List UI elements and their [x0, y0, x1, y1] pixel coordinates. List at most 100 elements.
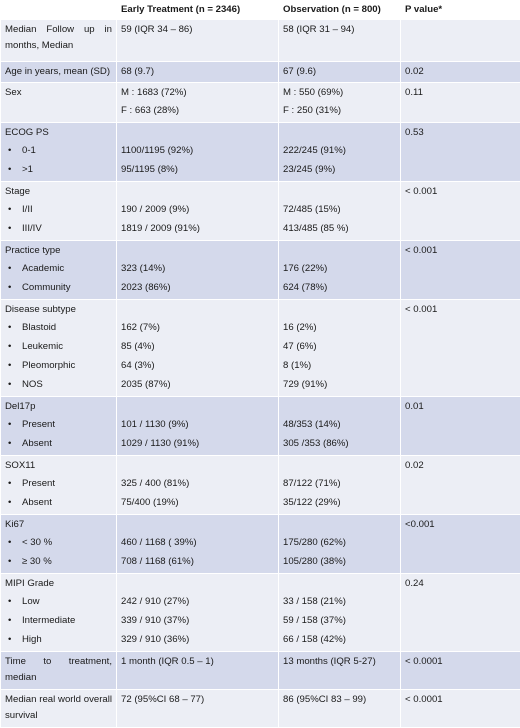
row-label-line: Median Follow up in — [5, 22, 112, 38]
p-value-cell: 0.24 — [401, 574, 520, 652]
bullet-icon: • — [5, 611, 22, 630]
observation-cell: 222/245 (91%)23/245 (9%) — [279, 123, 401, 182]
subgroup-line: •Academic — [5, 259, 112, 278]
subgroup-label: Blastoid — [22, 318, 56, 337]
spacer — [121, 399, 274, 415]
subgroup-line: •0-1 — [5, 141, 112, 160]
p-value: 0.02 — [405, 460, 424, 471]
p-value: 0.02 — [405, 66, 424, 77]
subgroup-label: Low — [22, 592, 40, 611]
bullet-icon: • — [5, 160, 22, 179]
subgroup-label: >1 — [22, 160, 33, 179]
row-label: Del17p — [5, 399, 112, 415]
spacer — [283, 243, 396, 259]
subgroup-line: •Present — [5, 474, 112, 493]
observation-value: 105/280 (38%) — [283, 552, 396, 571]
subgroup-line: •I/II — [5, 200, 112, 219]
p-value-cell: < 0.001 — [401, 300, 520, 397]
observation-value: 47 (6%) — [283, 337, 396, 356]
early-treatment-value: 325 / 400 (81%) — [121, 474, 274, 493]
bullet-icon: • — [5, 474, 22, 493]
spacer — [121, 517, 274, 533]
row-label-cell: Age in years, mean (SD) — [1, 62, 117, 83]
observation-value: 35/122 (29%) — [283, 493, 396, 512]
observation-cell: M : 550 (69%)F : 250 (31%) — [279, 83, 401, 123]
early-treatment-value: 162 (7%) — [121, 318, 274, 337]
observation-value: M : 550 (69%) — [283, 85, 396, 101]
spacer — [283, 125, 396, 141]
p-value: 0.53 — [405, 127, 424, 138]
row-label-line: Median real world overall — [5, 692, 112, 708]
early-treatment-value: 64 (3%) — [121, 356, 274, 375]
observation-value: 33 / 158 (21%) — [283, 592, 396, 611]
bullet-icon: • — [5, 219, 22, 238]
spacer — [121, 302, 274, 318]
p-value-cell: < 0.0001 — [401, 690, 520, 728]
early-treatment-value: M : 1683 (72%) — [121, 85, 274, 101]
observation-value: 624 (78%) — [283, 278, 396, 297]
bullet-icon: • — [5, 337, 22, 356]
observation-cell: 13 months (IQR 5-27) — [279, 652, 401, 690]
early-treatment-value: 1819 / 2009 (91%) — [121, 219, 274, 238]
p-value-cell: < 0.001 — [401, 241, 520, 300]
observation-value: 16 (2%) — [283, 318, 396, 337]
subgroup-line: •NOS — [5, 375, 112, 394]
bullet-icon: • — [5, 630, 22, 649]
table-header-row: Early Treatment (n = 2346) Observation (… — [1, 1, 520, 20]
observation-cell: 87/122 (71%)35/122 (29%) — [279, 456, 401, 515]
early-treatment-value: 68 (9.7) — [121, 66, 154, 77]
header-cell-p-value: P value* — [401, 1, 520, 20]
subgroup-label: Academic — [22, 259, 64, 278]
spacer — [121, 125, 274, 141]
subgroup-label: Absent — [22, 493, 52, 512]
row-label-line: median — [5, 672, 36, 683]
table-row: Age in years, mean (SD)68 (9.7)67 (9.6)0… — [1, 62, 520, 83]
row-label-cell: Practice type•Academic•Community — [1, 241, 117, 300]
subgroup-label: NOS — [22, 375, 43, 394]
early-treatment-cell: 325 / 400 (81%)75/400 (19%) — [117, 456, 279, 515]
row-label-cell: Sex — [1, 83, 117, 123]
early-treatment-cell: 162 (7%)85 (4%)64 (3%)2035 (87%) — [117, 300, 279, 397]
observation-value: 66 / 158 (42%) — [283, 630, 396, 649]
subgroup-line: •Leukemic — [5, 337, 112, 356]
early-treatment-value: 1100/1195 (92%) — [121, 141, 274, 160]
bullet-icon: • — [5, 552, 22, 571]
subgroup-line: •Absent — [5, 434, 112, 453]
spacer — [283, 399, 396, 415]
subgroup-line: •Blastoid — [5, 318, 112, 337]
spacer — [283, 576, 396, 592]
p-value: < 0.0001 — [405, 694, 443, 705]
observation-cell: 33 / 158 (21%)59 / 158 (37%)66 / 158 (42… — [279, 574, 401, 652]
observation-value: 305 /353 (86%) — [283, 434, 396, 453]
p-value-cell: <0.001 — [401, 515, 520, 574]
early-treatment-value: F : 663 (28%) — [121, 101, 274, 120]
subgroup-label: I/II — [22, 200, 33, 219]
early-treatment-cell: M : 1683 (72%)F : 663 (28%) — [117, 83, 279, 123]
p-value: < 0.001 — [405, 186, 437, 197]
observation-value: 222/245 (91%) — [283, 141, 396, 160]
observation-cell: 175/280 (62%)105/280 (38%) — [279, 515, 401, 574]
subgroup-label: 0-1 — [22, 141, 36, 160]
subgroup-label: Intermediate — [22, 611, 75, 630]
row-label-line: Time to treatment, — [5, 654, 112, 670]
early-treatment-value: 329 / 910 (36%) — [121, 630, 274, 649]
row-label-cell: Ki67•< 30 %•≥ 30 % — [1, 515, 117, 574]
observation-value: 86 (95%CI 83 – 99) — [283, 694, 366, 705]
row-label-cell: SOX11•Present•Absent — [1, 456, 117, 515]
p-value: 0.01 — [405, 401, 424, 412]
table-row: Ki67•< 30 %•≥ 30 %460 / 1168 ( 39%)708 /… — [1, 515, 520, 574]
table-row: Disease subtype•Blastoid•Leukemic•Pleomo… — [1, 300, 520, 397]
subgroup-label: Leukemic — [22, 337, 63, 356]
subgroup-line: •Intermediate — [5, 611, 112, 630]
early-treatment-value: 75/400 (19%) — [121, 493, 274, 512]
header-cell-observation: Observation (n = 800) — [279, 1, 401, 20]
observation-value: 729 (91%) — [283, 375, 396, 394]
spacer — [283, 517, 396, 533]
subgroup-line: •>1 — [5, 160, 112, 179]
observation-cell: 58 (IQR 31 – 94) — [279, 20, 401, 62]
